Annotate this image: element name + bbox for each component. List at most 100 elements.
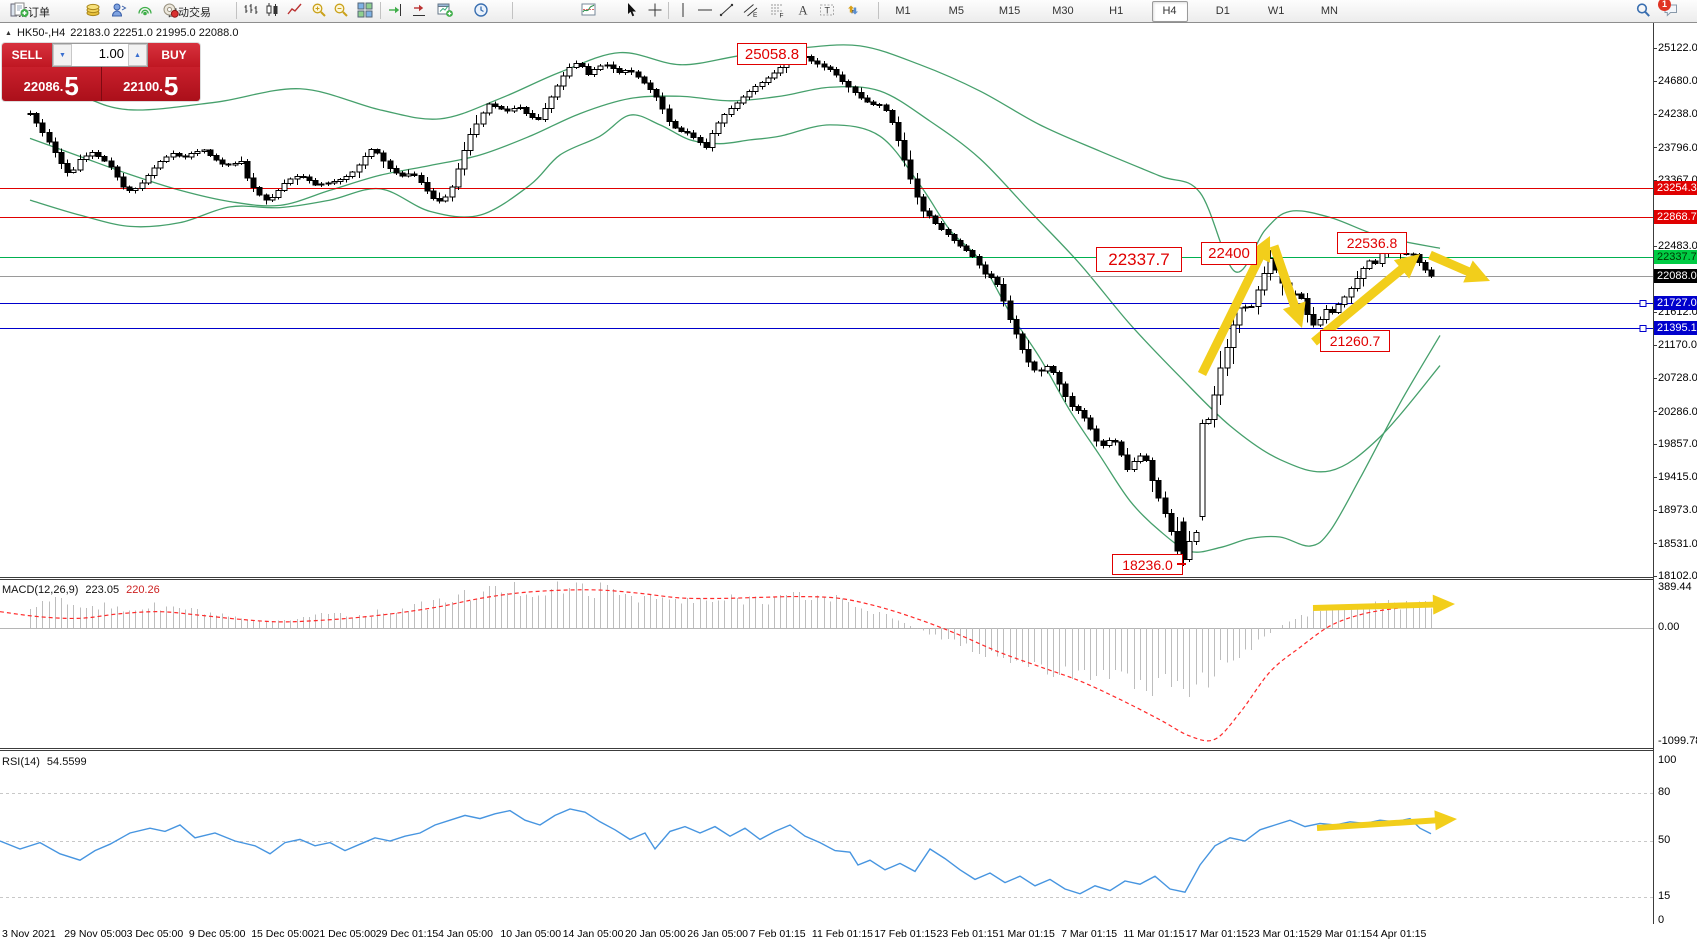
yellow-arrow-head[interactable] (1432, 594, 1455, 615)
candle-body (573, 62, 580, 69)
time-axis-label: 20 Jan 05:00 (625, 928, 686, 940)
timeframe-d1[interactable]: D1 (1215, 5, 1230, 17)
yellow-arrow-shaft[interactable] (1312, 601, 1436, 611)
text-label-icon[interactable]: T (818, 1, 834, 22)
yellow-arrow-shaft[interactable] (1197, 253, 1265, 376)
yellow-arrow-head[interactable] (1248, 236, 1271, 263)
candle-body (294, 175, 301, 180)
candle-body (256, 187, 263, 196)
price-annotation[interactable]: 22337.7 (1096, 247, 1182, 272)
timeframe-m1[interactable]: M1 (895, 5, 911, 17)
notification-badge: 1 (1658, 0, 1671, 11)
toolbar-separator (668, 2, 669, 19)
collapse-triangle-icon[interactable]: ▲ (5, 29, 12, 37)
price-annotation[interactable]: 22400 (1201, 242, 1257, 265)
buy-price-button[interactable]: 22100. 5 (101, 67, 200, 101)
price-annotation[interactable]: 18236.0 (1112, 554, 1183, 575)
time-axis-label: 10 Jan 05:00 (500, 928, 562, 940)
zoom-out-icon[interactable] (332, 1, 348, 22)
candle-body (821, 63, 828, 68)
yellow-arrow-head[interactable] (1463, 260, 1490, 283)
price-annotation[interactable]: 22536.8 (1337, 232, 1407, 254)
time-axis-label: 14 Jan 05:00 (562, 928, 624, 940)
macd-panel[interactable] (0, 579, 1653, 749)
yellow-arrow-shaft[interactable] (1316, 817, 1438, 831)
chat-icon[interactable]: 1 (1658, 0, 1677, 22)
candle-body (473, 123, 480, 136)
price-annotation[interactable]: 21260.7 (1320, 330, 1390, 352)
indicators-icon[interactable]: ▾ (580, 1, 596, 22)
time-axis-label: 29 Mar 01:15 (1310, 928, 1373, 940)
yellow-arrow-head[interactable] (1282, 301, 1306, 328)
timeframe-m30[interactable]: M30 (1052, 5, 1074, 17)
candle-body (1186, 541, 1193, 561)
timeframe-m15[interactable]: M15 (998, 5, 1021, 17)
yellow-arrow-head[interactable] (1434, 810, 1457, 831)
price-tick (1654, 575, 1657, 577)
line-handle[interactable] (1639, 300, 1647, 307)
tile-windows-icon[interactable] (356, 1, 373, 22)
candle-body (635, 71, 642, 78)
quotes-icon[interactable] (84, 1, 100, 22)
sell-price-button[interactable]: 22086. 5 (2, 67, 102, 101)
new-order-button[interactable]: 新订单 (12, 1, 53, 22)
candle-body (52, 141, 59, 153)
chart-sliver-icon[interactable] (0, 1, 17, 22)
autoscroll-icon[interactable] (410, 1, 425, 22)
channel-icon[interactable]: E (742, 1, 758, 22)
rsi-panel[interactable] (0, 750, 1653, 925)
volume-increase-button[interactable]: ▲ (128, 44, 147, 66)
candle-body (244, 161, 251, 179)
timeframe-mn[interactable]: MN (1320, 5, 1338, 17)
search-icon[interactable] (1634, 1, 1650, 22)
rsi-label-row: RSI(14) 54.5599 (2, 756, 87, 768)
candle-body (300, 175, 307, 178)
rsi-chart[interactable] (0, 751, 1653, 924)
macd-chart[interactable] (0, 580, 1653, 748)
buy-button[interactable]: BUY (148, 43, 200, 67)
yellow-arrow-shaft[interactable] (1311, 264, 1406, 346)
line-chart-icon[interactable] (286, 1, 302, 22)
candle-body (1372, 260, 1379, 264)
period-clock-icon[interactable]: ▾ (472, 1, 488, 22)
candle-body (1062, 383, 1069, 397)
crosshair-icon[interactable] (646, 1, 662, 22)
bar-chart-icon[interactable] (242, 1, 258, 22)
profile-icon[interactable] (110, 1, 127, 22)
candle-body (647, 82, 654, 91)
timeframe-h4[interactable]: H4 (1151, 1, 1188, 22)
cursor-icon[interactable] (622, 1, 636, 22)
text-icon[interactable]: A (794, 1, 808, 22)
new-chart-icon[interactable]: ▾ (436, 1, 453, 22)
timeframe-w1[interactable]: W1 (1267, 5, 1285, 17)
autotrade-button[interactable]: 自动交易 (162, 1, 214, 22)
bollinger-middle-band[interactable] (29, 85, 1441, 473)
horizontal-line-icon[interactable] (696, 1, 712, 22)
candle-body (58, 151, 65, 165)
signal-icon[interactable] (136, 1, 152, 22)
candle-body (1217, 367, 1224, 396)
fibonacci-icon[interactable]: F (768, 1, 784, 22)
sell-button[interactable]: SELL (2, 43, 52, 67)
yellow-arrow-head[interactable] (1393, 254, 1420, 279)
yellow-arrow-shaft[interactable] (1428, 250, 1472, 277)
timeframe-m5[interactable]: M5 (948, 5, 964, 17)
price-annotation[interactable]: 25058.8 (737, 43, 807, 65)
shapes-icon[interactable]: ▾ (844, 1, 858, 22)
volume-decrease-button[interactable]: ▼ (53, 44, 72, 66)
volume-value[interactable]: 1.00 (98, 46, 124, 61)
main-chart-panel[interactable] (0, 23, 1653, 578)
candle-chart-icon[interactable] (264, 1, 278, 22)
price-chart[interactable] (0, 23, 1653, 577)
timeframe-h1[interactable]: H1 (1109, 5, 1124, 17)
yellow-arrow-shaft[interactable] (1269, 244, 1300, 309)
candle-body (728, 108, 735, 116)
line-handle[interactable] (1639, 325, 1647, 332)
vertical-line-icon[interactable] (674, 1, 684, 22)
zoom-in-icon[interactable] (310, 1, 326, 22)
candle-body (1112, 439, 1119, 443)
chart-shift-icon[interactable] (386, 1, 401, 22)
bollinger-lower-band[interactable] (29, 114, 1441, 553)
trendline-icon[interactable] (718, 1, 734, 22)
volume-spinner: ▼ 1.00 ▲ (52, 43, 148, 67)
